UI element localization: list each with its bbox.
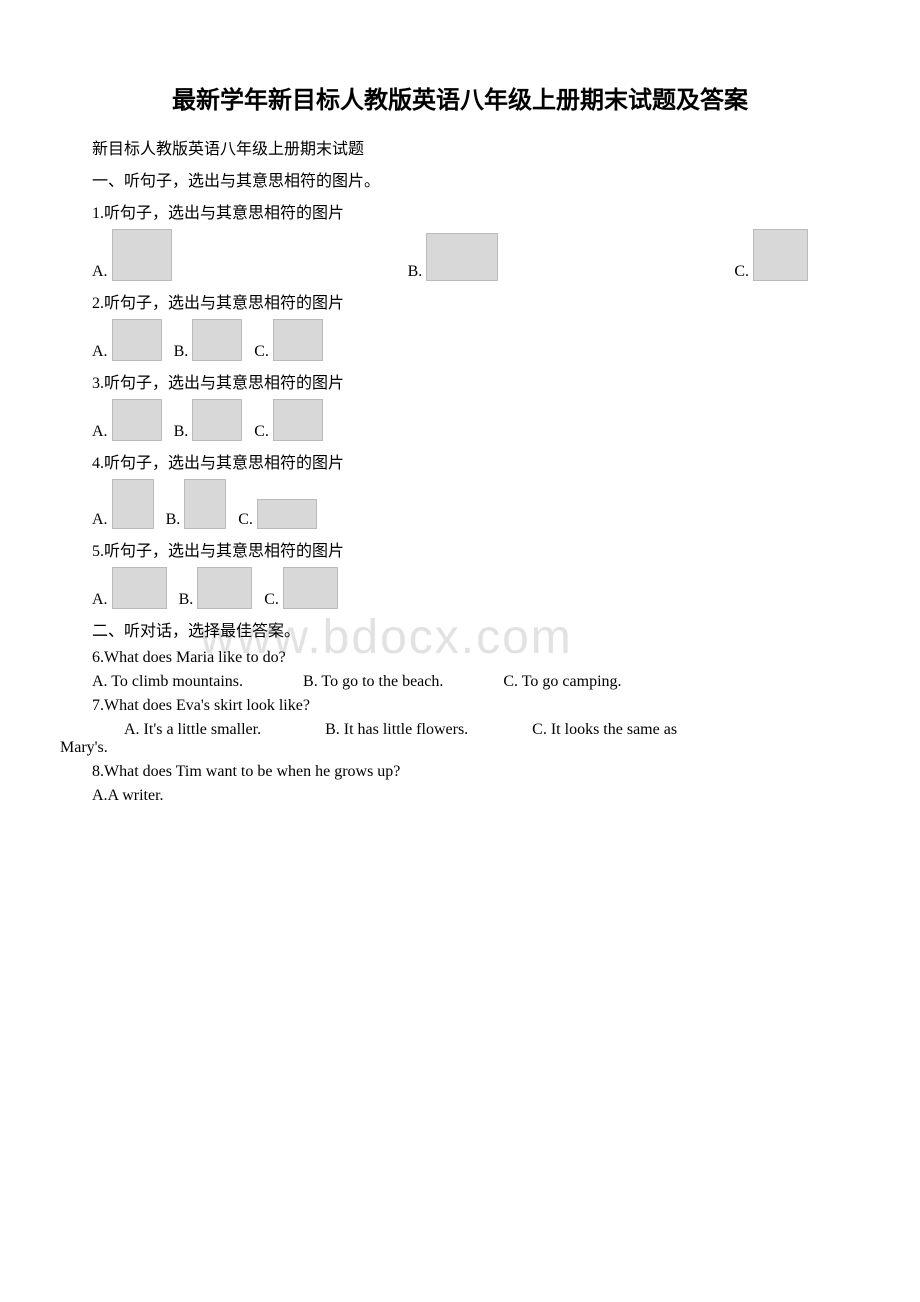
q3-image-b: [192, 399, 242, 441]
q2-image-c: [273, 319, 323, 361]
q1-option-b: B.: [408, 233, 499, 281]
q5-image-b: [197, 567, 252, 609]
q2-options: A. B. C.: [60, 319, 860, 361]
q4-option-a: A.: [92, 479, 154, 529]
q6-options: A. To climb mountains. B. To go to the b…: [60, 673, 860, 691]
q5-option-c: C.: [264, 567, 338, 609]
q4-image-c: [257, 499, 317, 529]
q2-option-a: A.: [92, 319, 162, 361]
q4-image-b: [184, 479, 226, 529]
q5-text: 5.听句子，选出与其意思相符的图片: [60, 537, 860, 561]
q3-image-c: [273, 399, 323, 441]
q4-option-b: B.: [166, 479, 227, 529]
q8-text: 8.What does Tim want to be when he grows…: [60, 763, 860, 781]
q4-option-c: C.: [238, 499, 317, 529]
q6-option-c: C. To go camping.: [503, 673, 621, 691]
q1-image-a: [112, 229, 172, 281]
q3-options: A. B. C.: [60, 399, 860, 441]
q1-options: A. B. C.: [60, 229, 860, 281]
q1-option-a: A.: [92, 229, 172, 281]
q5-image-c: [283, 567, 338, 609]
q4-label-b: B.: [166, 511, 181, 529]
q1-label-c: C.: [734, 263, 749, 281]
q1-option-c: C.: [734, 229, 808, 281]
q1-image-c: [753, 229, 808, 281]
q7-option-c-part2: Mary's.: [60, 739, 860, 757]
q3-option-a: A.: [92, 399, 162, 441]
q1-label-b: B.: [408, 263, 423, 281]
q7-option-c-part1: C. It looks the same as: [532, 721, 677, 738]
q2-label-c: C.: [254, 343, 269, 361]
document-subtitle: 新目标人教版英语八年级上册期末试题: [60, 135, 860, 159]
q6-text: 6.What does Maria like to do?: [60, 649, 860, 667]
q4-options: A. B. C.: [60, 479, 860, 529]
q3-label-a: A.: [92, 423, 108, 441]
q2-label-b: B.: [174, 343, 189, 361]
q8-option-a: A.A writer.: [60, 787, 860, 805]
q2-option-b: B.: [174, 319, 243, 361]
q7-text: 7.What does Eva's skirt look like?: [60, 697, 860, 715]
q7-options: A. It's a little smaller. B. It has litt…: [60, 721, 860, 757]
q2-image-b: [192, 319, 242, 361]
q1-image-b: [426, 233, 498, 281]
q5-image-a: [112, 567, 167, 609]
q2-image-a: [112, 319, 162, 361]
q3-label-b: B.: [174, 423, 189, 441]
q5-option-b: B.: [179, 567, 253, 609]
q2-option-c: C.: [254, 319, 323, 361]
q1-text: 1.听句子，选出与其意思相符的图片: [60, 199, 860, 223]
q4-label-a: A.: [92, 511, 108, 529]
q4-text: 4.听句子，选出与其意思相符的图片: [60, 449, 860, 473]
q5-label-a: A.: [92, 591, 108, 609]
q3-label-c: C.: [254, 423, 269, 441]
q2-label-a: A.: [92, 343, 108, 361]
q3-option-b: B.: [174, 399, 243, 441]
q7-option-a: A. It's a little smaller.: [124, 721, 261, 738]
q7-option-b: B. It has little flowers.: [325, 721, 468, 738]
q5-options: A. B. C.: [60, 567, 860, 609]
q5-label-b: B.: [179, 591, 194, 609]
q3-text: 3.听句子，选出与其意思相符的图片: [60, 369, 860, 393]
q5-option-a: A.: [92, 567, 167, 609]
q4-image-a: [112, 479, 154, 529]
q2-text: 2.听句子，选出与其意思相符的图片: [60, 289, 860, 313]
section-2-header: 二、听对话，选择最佳答案。: [60, 617, 860, 641]
q6-option-b: B. To go to the beach.: [303, 673, 443, 691]
q4-label-c: C.: [238, 511, 253, 529]
q1-label-a: A.: [92, 263, 108, 281]
q3-option-c: C.: [254, 399, 323, 441]
q6-option-a: A. To climb mountains.: [92, 673, 243, 691]
section-1-header: 一、听句子，选出与其意思相符的图片。: [60, 167, 860, 191]
q5-label-c: C.: [264, 591, 279, 609]
document-title: 最新学年新目标人教版英语八年级上册期末试题及答案: [60, 80, 860, 115]
q3-image-a: [112, 399, 162, 441]
